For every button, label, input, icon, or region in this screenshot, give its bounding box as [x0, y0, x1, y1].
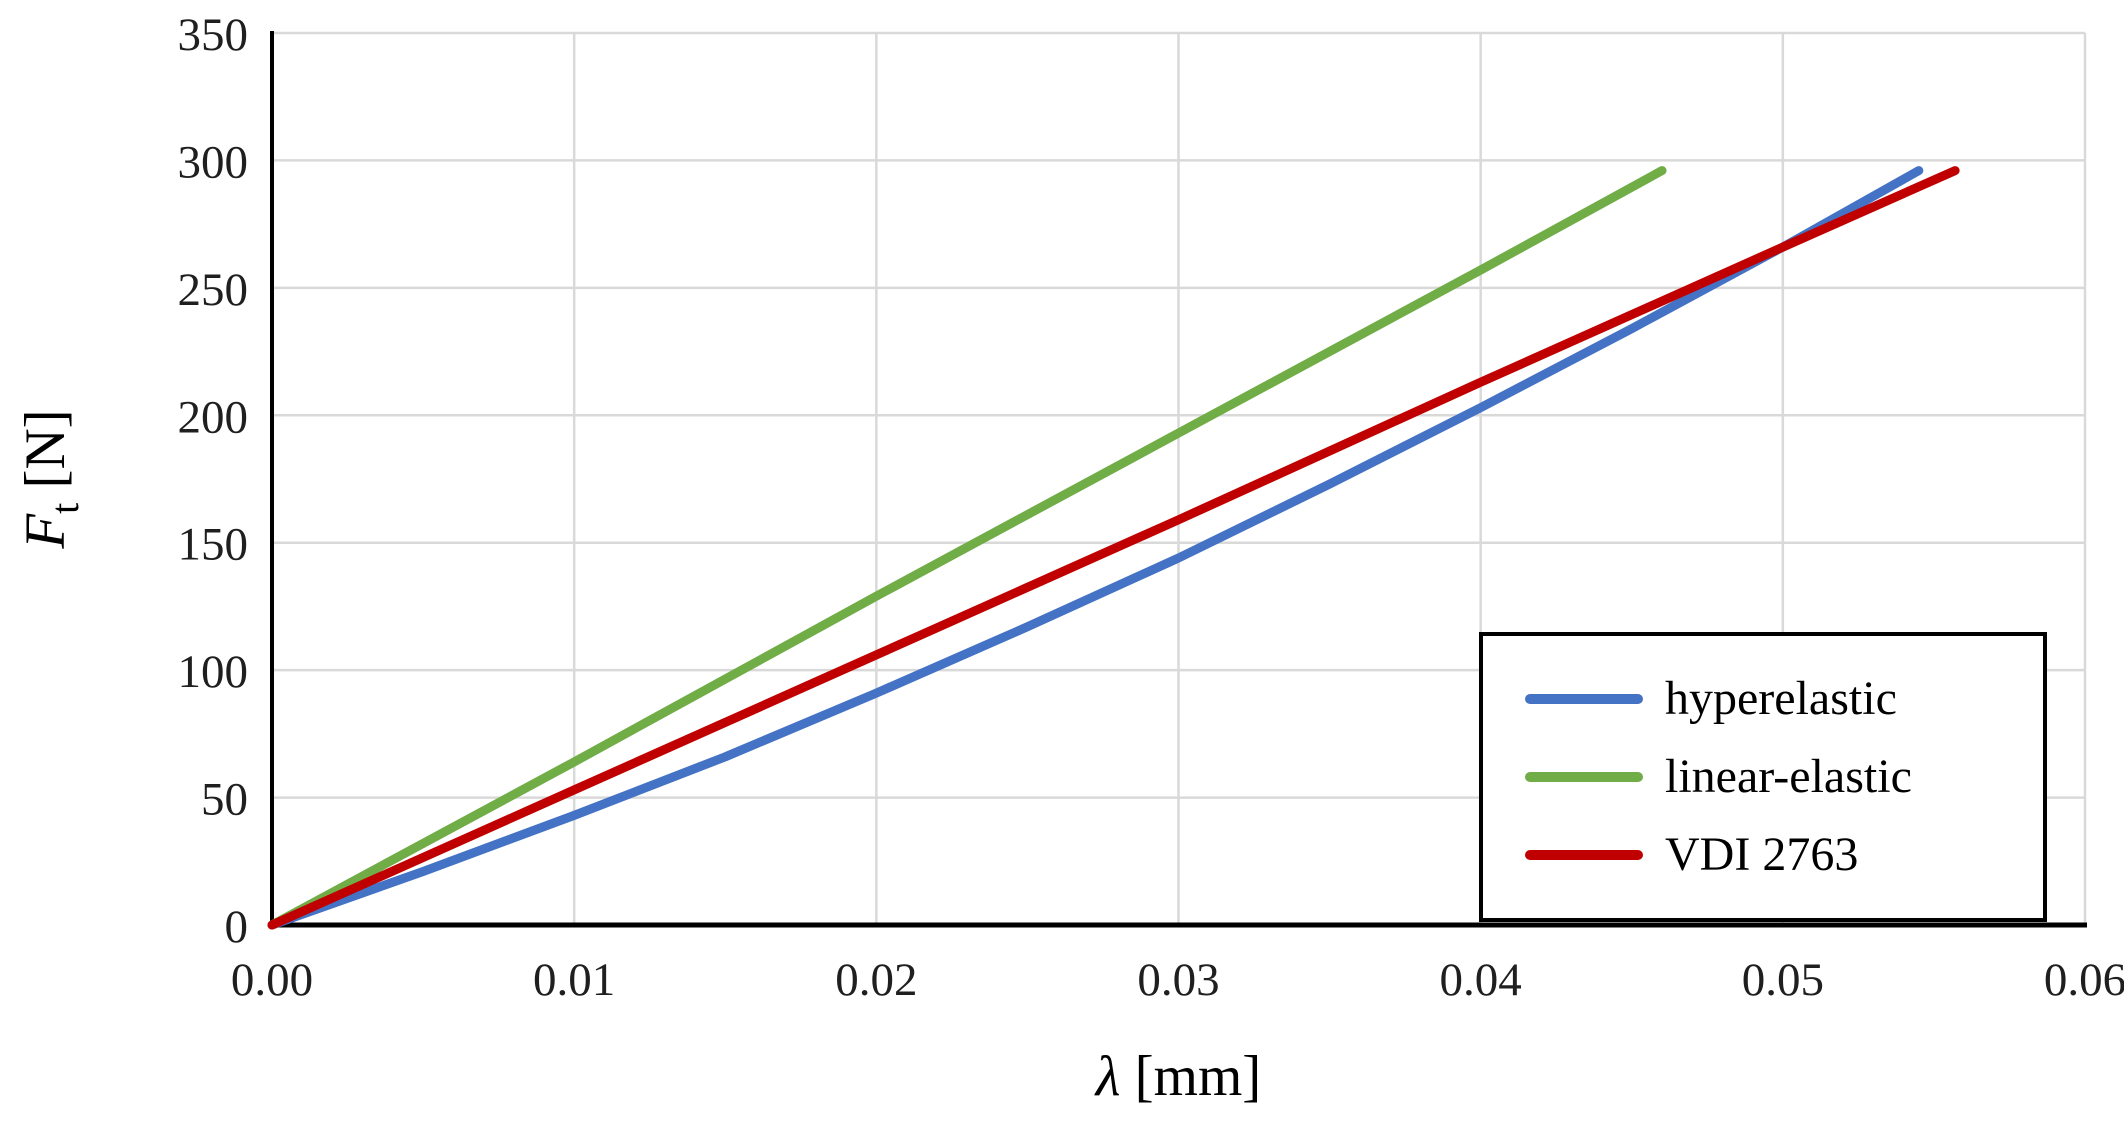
- y-tick-label: 250: [178, 264, 249, 316]
- series-line-linear-elastic: [267, 166, 1667, 930]
- x-tick-label: 0.03: [1137, 954, 1219, 1006]
- legend-swatch: [1525, 694, 1643, 704]
- x-tick-label: 0.02: [835, 954, 917, 1006]
- x-tick-label: 0.06: [2044, 954, 2124, 1006]
- y-tick-label: 50: [201, 774, 248, 826]
- series-line-hyperelastic: [267, 166, 1924, 930]
- series-line-vdi-2763: [267, 166, 1960, 930]
- y-tick-label: 100: [178, 646, 249, 698]
- x-tick-label: 0.00: [231, 954, 313, 1006]
- y-tick-label: 300: [178, 136, 249, 188]
- legend-swatch: [1525, 772, 1643, 782]
- legend: hyperelastic linear-elastic VDI 2763: [1479, 632, 2047, 922]
- legend-label: hyperelastic: [1665, 672, 1897, 725]
- x-tick-label: 0.01: [533, 954, 615, 1006]
- x-tick-label: 0.05: [1742, 954, 1824, 1006]
- legend-item-linear-elastic: linear-elastic: [1525, 753, 2043, 801]
- legend-label: linear-elastic: [1665, 750, 1912, 803]
- y-tick-label: 200: [178, 391, 249, 443]
- y-tick-label: 150: [178, 519, 249, 571]
- legend-label: VDI 2763: [1665, 828, 1859, 881]
- legend-item-vdi-2763: VDI 2763: [1525, 831, 2043, 879]
- y-axis-title: Ft [N]: [14, 409, 87, 549]
- legend-item-hyperelastic: hyperelastic: [1525, 675, 2043, 723]
- y-tick-label: 350: [178, 9, 249, 61]
- x-axis-title: λ [mm]: [1094, 1045, 1262, 1108]
- x-tick-label: 0.04: [1440, 954, 1522, 1006]
- legend-swatch: [1525, 850, 1643, 860]
- y-tick-label: 0: [225, 901, 249, 953]
